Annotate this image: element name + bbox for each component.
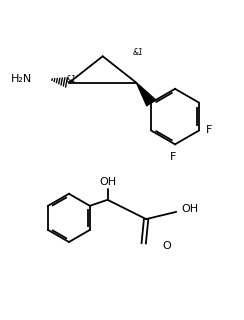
Text: F: F <box>170 152 176 162</box>
Text: &1: &1 <box>65 75 76 84</box>
Text: OH: OH <box>99 177 116 187</box>
Text: H₂N: H₂N <box>11 74 32 84</box>
Text: OH: OH <box>181 204 198 214</box>
Text: &1: &1 <box>133 48 144 57</box>
Text: O: O <box>162 241 171 251</box>
Polygon shape <box>136 83 155 106</box>
Text: F: F <box>206 125 213 135</box>
